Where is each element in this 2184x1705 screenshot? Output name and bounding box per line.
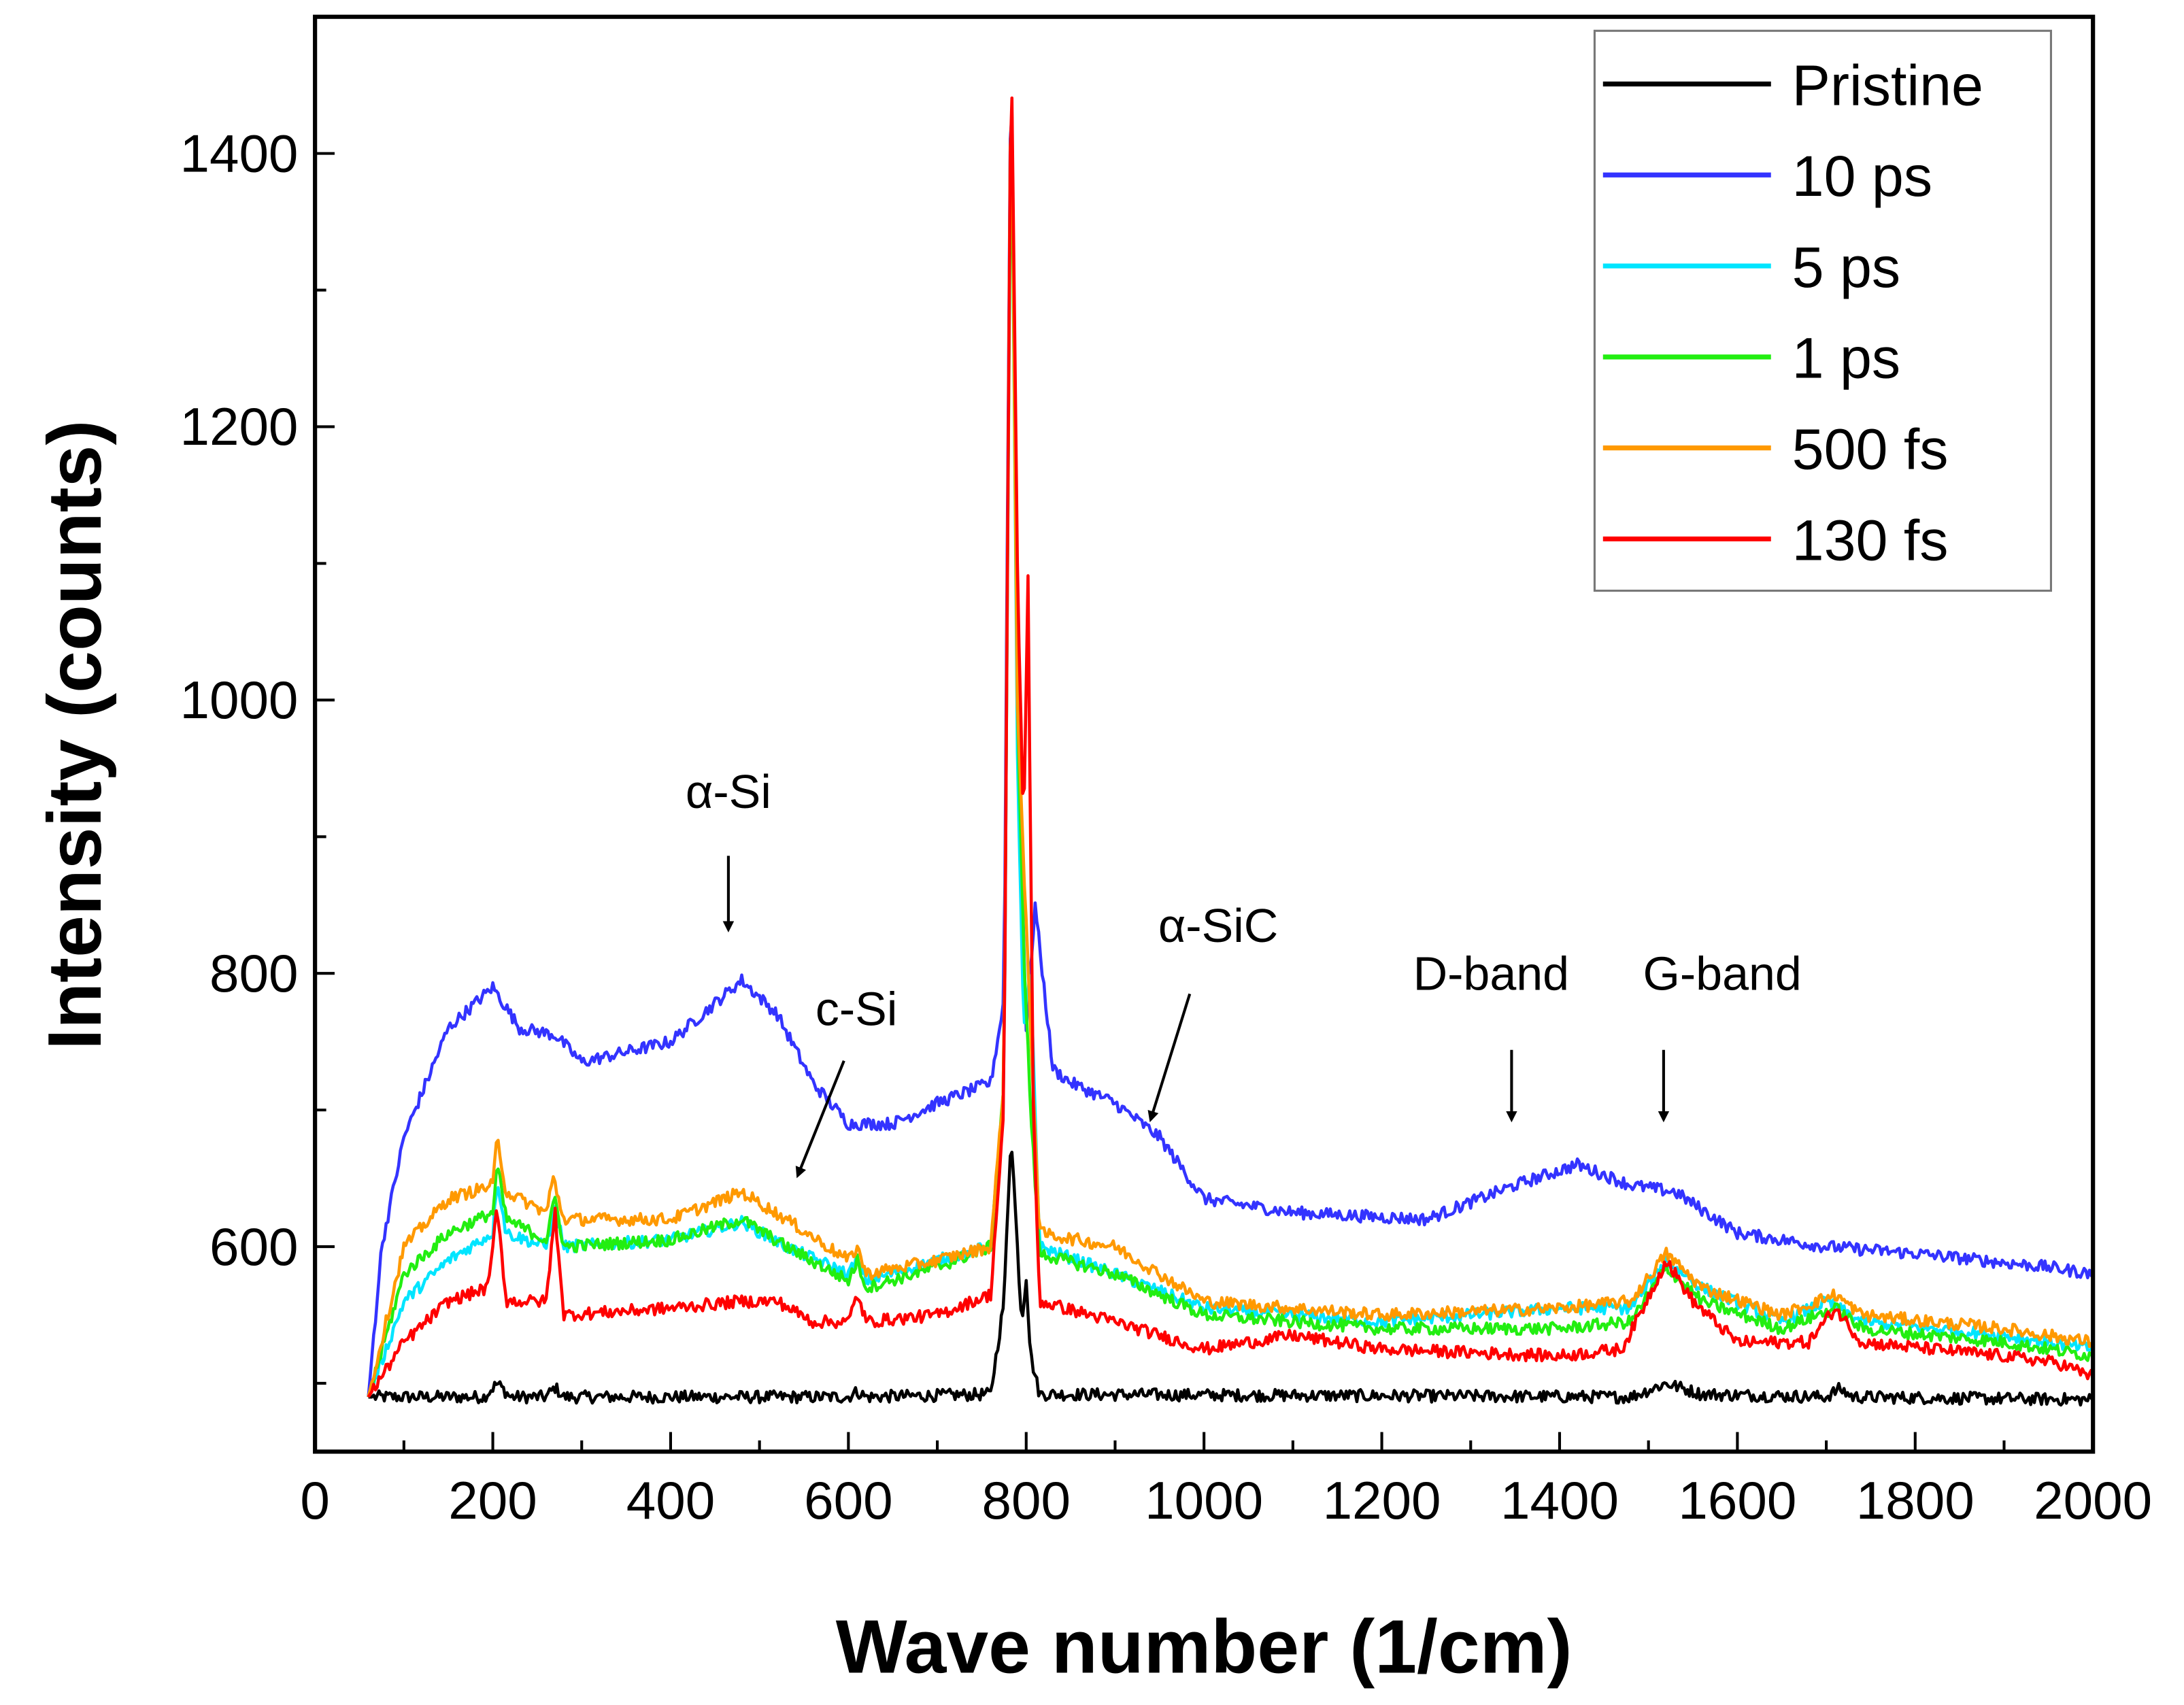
x-tick-label: 1400: [1500, 1470, 1619, 1530]
annotation-label: α-SiC: [1158, 899, 1278, 952]
arrow-icon: [795, 1060, 845, 1179]
x-tick-label: 1200: [1323, 1470, 1441, 1530]
legend-label: 1 ps: [1792, 326, 1900, 390]
annotation-label: α-Si: [686, 765, 771, 818]
legend-box: [1593, 29, 2052, 592]
x-tick-label: 200: [448, 1470, 537, 1530]
x-tick-label: 1800: [1856, 1470, 1975, 1530]
series-line-500-fs: [367, 111, 2094, 1398]
x-tick-label: 1000: [1145, 1470, 1263, 1530]
y-tick-label: 600: [209, 1217, 298, 1277]
series-layer: [367, 96, 2094, 1407]
annotation-label: G-band: [1643, 947, 1801, 1000]
y-tick-label: 1000: [180, 670, 298, 730]
x-axis-title: Wave number (1/cm): [836, 1604, 1573, 1689]
legend-label: 10 ps: [1792, 144, 1932, 208]
legend-label: 5 ps: [1792, 235, 1900, 299]
x-tick-label: 800: [982, 1470, 1071, 1530]
x-axis: 0 200 400 600 800 1000 1200 1400 1600 1800 2000: [300, 1432, 2152, 1530]
series-line-1-ps: [367, 156, 2094, 1398]
series-line-130-fs: [367, 96, 2094, 1398]
legend-label: Pristine: [1792, 53, 1983, 117]
x-tick-label: 1600: [1678, 1470, 1796, 1530]
y-axis-title: Intensity (counts): [32, 420, 117, 1050]
series-line-10-ps: [367, 114, 2094, 1398]
x-tick-label: 0: [300, 1470, 330, 1530]
legend: Pristine 10 ps 5 ps 1 ps 500 fs 130 fs: [1593, 29, 2052, 592]
annotation-layer: α-Si c-Si α-SiC D-band G-band: [686, 765, 1802, 1179]
legend-label: 500 fs: [1792, 418, 1949, 482]
y-axis: 600 800 1000 1200 1400: [180, 123, 335, 1385]
legend-label: 130 fs: [1792, 508, 1949, 572]
annotation-label: c-Si: [816, 983, 898, 1036]
y-tick-label: 1200: [180, 396, 298, 456]
y-tick-label: 800: [209, 943, 298, 1003]
x-tick-label: 600: [804, 1470, 892, 1530]
x-tick-label: 400: [626, 1470, 715, 1530]
series-line-pristine: [368, 1150, 2094, 1407]
arrow-icon: [1147, 993, 1192, 1123]
annotation-label: D-band: [1413, 947, 1569, 1000]
x-tick-label: 2000: [2034, 1470, 2152, 1530]
y-tick-label: 1400: [180, 123, 298, 183]
